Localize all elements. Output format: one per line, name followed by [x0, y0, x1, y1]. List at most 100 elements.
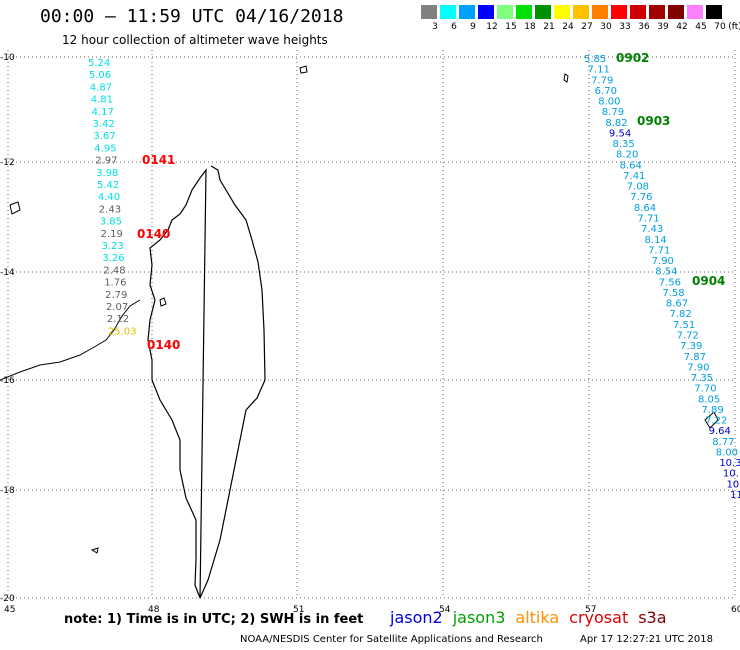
satellite-tracks: 5.245.064.87 4.814.173.423.674.95 2.973.98…: [88, 51, 740, 501]
wave-height-label: 4.81: [91, 95, 113, 106]
wave-height-label: 8.79: [602, 107, 624, 118]
satellite-legend: jason2 jason3 altika cryosat s3a: [390, 608, 677, 627]
wave-height-label: 3.42: [93, 119, 115, 130]
wave-height-label: 4.40: [98, 192, 120, 203]
wave-height-label: 3.26: [102, 253, 124, 264]
wave-height-label: 5.85: [584, 54, 606, 65]
color-swatch: [687, 5, 703, 19]
color-scale-unit: (ft): [728, 22, 740, 32]
pass-id-label: 0140: [147, 338, 180, 352]
credit-line: NOAA/NESDIS Center for Satellite Applica…: [240, 634, 543, 645]
wave-height-label: 8.05: [698, 394, 720, 405]
wave-height-label: 25.03: [108, 326, 137, 337]
legend-item-cryosat: cryosat: [569, 608, 629, 627]
color-swatch-label: 21: [543, 22, 555, 32]
wave-height-label: 7.76: [630, 192, 652, 203]
pass-id-label: 0902: [616, 51, 649, 65]
longitude-label: 48: [148, 605, 160, 615]
color-swatch-label: 12: [486, 22, 498, 32]
color-swatch: [421, 5, 437, 19]
color-swatch: [440, 5, 456, 19]
longitude-label: 57: [585, 605, 596, 615]
generated-timestamp: Apr 17 12:27:21 UTC 2018: [580, 634, 713, 645]
color-swatch: [649, 5, 665, 19]
wave-height-label: 2.97: [95, 156, 117, 167]
wave-height-label: 4.95: [94, 143, 116, 154]
color-swatch: [611, 5, 627, 19]
color-swatch-label: 15: [505, 22, 517, 32]
wave-height-label: 7.08: [627, 182, 649, 193]
wave-height-label: 7.71: [648, 245, 670, 256]
wave-height-label: 7.39: [680, 341, 702, 352]
wave-height-label: 7.90: [652, 256, 674, 267]
latitude-label: -20: [0, 594, 15, 604]
legend-item-jason2: jason2: [390, 608, 443, 627]
wave-height-label: 7.87: [684, 352, 706, 363]
wave-height-label: 2.48: [103, 265, 125, 276]
wave-height-label: 7.72: [677, 330, 699, 341]
wave-height-label: 9.54: [609, 128, 631, 139]
wave-height-label: 10.: [726, 479, 740, 490]
wave-height-label: 3.98: [96, 168, 118, 179]
color-swatch-label: 3: [432, 22, 438, 32]
pass-id-label: 0903: [637, 114, 670, 128]
latitude-label: -18: [0, 486, 15, 496]
wave-height-label: 7.71: [637, 214, 659, 225]
color-swatch: [554, 5, 570, 19]
wave-height-label: 5.06: [89, 70, 111, 81]
longitude-label: 45: [4, 605, 15, 615]
wave-height-label: 8.54: [655, 267, 677, 278]
wave-height-label: 4.87: [90, 82, 112, 93]
wave-height-label: 7.11: [588, 65, 610, 76]
madagascar-coastline: [147, 165, 266, 599]
latitude-label: -12: [0, 158, 15, 168]
pass-id-label: 0140: [137, 227, 170, 241]
color-swatch: [478, 5, 494, 19]
color-swatch-label: 42: [676, 22, 688, 32]
color-swatch-label: 18: [524, 22, 536, 32]
wave-height-label: 11: [730, 490, 740, 501]
color-swatch-label: 27: [581, 22, 593, 32]
pass-id-label: 0904: [692, 274, 725, 288]
color-swatch: [630, 5, 646, 19]
color-swatch-label: 39: [657, 22, 669, 32]
wave-height-label: 2.19: [101, 229, 123, 240]
pass-id-label: 0141: [142, 153, 175, 167]
wave-height-label: 2.12: [107, 314, 129, 325]
legend-item-s3a: s3a: [638, 608, 667, 627]
color-swatch-label: 45: [695, 22, 707, 32]
color-swatch: [497, 5, 513, 19]
wave-height-label: 8.82: [605, 118, 627, 129]
latitude-label: -10: [0, 53, 15, 63]
color-swatch-label: 33: [619, 22, 631, 32]
color-swatch: [592, 5, 608, 19]
wave-height-label: 8.35: [612, 139, 634, 150]
color-swatch-label: 24: [562, 22, 574, 32]
latitude-label: -14: [0, 268, 15, 278]
grid-lines: [7, 50, 736, 599]
longitude-label: 54: [439, 605, 451, 615]
map-title: 00:00 – 11:59 UTC 04/16/2018: [40, 6, 344, 27]
wave-height-label: 2.79: [105, 290, 127, 301]
longitude-label: 60: [731, 605, 740, 615]
wave-height-label: 8.64: [620, 160, 642, 171]
wave-height-label: 8.14: [645, 235, 667, 246]
legend-item-jason3: jason3: [452, 608, 506, 627]
wave-height-label: 6.70: [595, 86, 617, 97]
axis-labels: 45 48 51 54 57 60 -10 -12 -14 -16 -18 -20: [0, 53, 740, 615]
color-swatch-label: 36: [638, 22, 650, 32]
color-swatch: [668, 5, 684, 19]
color-swatch: [516, 5, 532, 19]
wave-height-label: 3.85: [100, 217, 122, 228]
latitude-label: -16: [0, 376, 15, 386]
footnote: note: 1) Time is in UTC; 2) SWH is in fe…: [64, 612, 364, 627]
color-swatch-label: 9: [470, 22, 476, 32]
wave-height-label: 7.89: [702, 405, 724, 416]
color-swatch: [535, 5, 551, 19]
wave-height-label: 8.77: [712, 437, 734, 448]
wave-height-label: 7.35: [691, 373, 713, 384]
wave-height-label: 7.41: [623, 171, 645, 182]
wave-height-label: 8.20: [616, 150, 638, 161]
color-swatch: [706, 5, 722, 19]
